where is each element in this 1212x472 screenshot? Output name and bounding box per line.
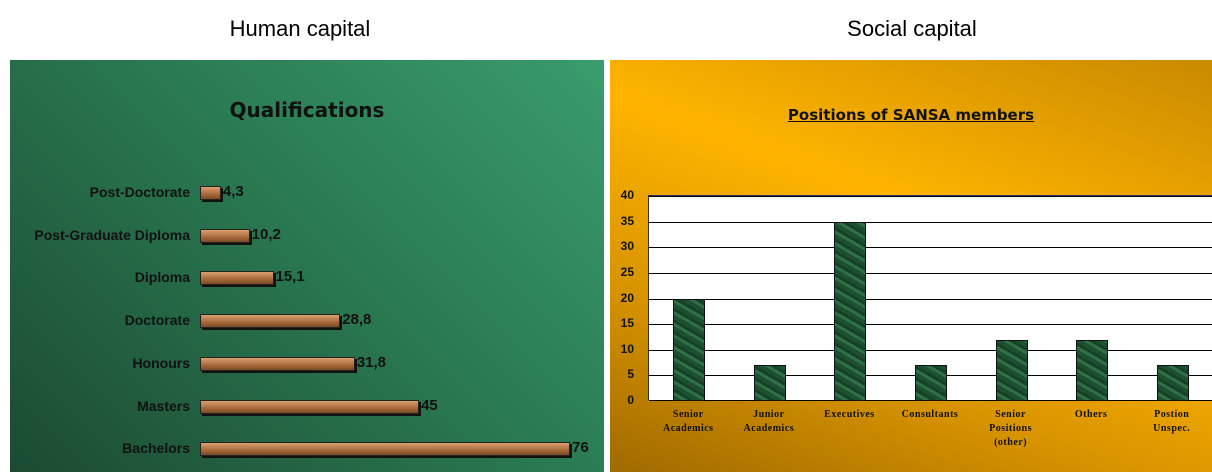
category-label: Diploma <box>134 269 190 286</box>
bar <box>1156 365 1189 401</box>
chart-title: Positions of SANSA members <box>787 106 1035 124</box>
bar <box>1076 339 1109 401</box>
category-label: Bachelors <box>122 440 190 457</box>
grid-line <box>649 324 1212 326</box>
bar <box>200 399 420 414</box>
grid-line <box>649 298 1212 300</box>
qualifications-chart: Qualifications Post-Doctorate 4,3 Post-Gra… <box>10 60 604 472</box>
x-tick-label: Consultants <box>901 409 959 420</box>
plot-area <box>648 195 1212 401</box>
x-tick-label: Senior Positions (other) <box>989 409 1032 448</box>
x-tick-label: Others <box>1074 409 1108 420</box>
panel-heading: Social capital <box>847 16 977 41</box>
bar <box>200 186 221 200</box>
y-tick-label: 20 <box>620 290 634 305</box>
value-label: 4,3 <box>222 183 244 200</box>
value-label: 15,1 <box>275 268 305 286</box>
y-tick-label: 10 <box>620 341 634 356</box>
bar <box>200 442 570 457</box>
panel-heading: Human capital <box>229 16 371 41</box>
grid-line <box>649 196 1212 197</box>
bar <box>200 228 250 243</box>
grid-line <box>649 221 1212 223</box>
category-label: Honours <box>132 354 190 371</box>
bar <box>915 365 947 401</box>
y-tick-label: 40 <box>620 188 634 202</box>
category-label: Doctorate <box>124 312 190 329</box>
category-label: Post-Doctorate <box>89 184 190 200</box>
y-tick-label: 35 <box>620 213 634 228</box>
value-label: 28,8 <box>342 311 372 329</box>
bar <box>200 314 341 329</box>
y-tick-label: 5 <box>627 367 634 382</box>
bar <box>834 221 867 401</box>
value-label: 10,2 <box>251 225 281 243</box>
category-label: Post-Graduate Diploma <box>34 226 190 243</box>
value-label: 31,8 <box>356 353 387 371</box>
grid-line <box>649 349 1212 351</box>
category-label: Masters <box>137 397 190 414</box>
value-label: 76 <box>572 439 589 457</box>
value-label: 45 <box>421 396 438 414</box>
y-tick-label: 0 <box>627 393 634 407</box>
x-tick-label: Junior Academics <box>743 409 795 434</box>
bar <box>995 339 1028 401</box>
y-tick-label: 15 <box>620 316 634 331</box>
chart-title: Qualifications <box>229 98 385 122</box>
bar <box>753 365 786 401</box>
bar <box>200 271 274 286</box>
y-tick-label: 30 <box>620 239 634 254</box>
bar <box>673 298 706 401</box>
grid-line <box>649 272 1212 274</box>
x-tick-label: Executives <box>824 409 875 420</box>
grid-line <box>649 247 1212 249</box>
positions-chart: Positions of SANSA members 0 5 10 15 20 25 30 3… <box>610 60 1212 472</box>
y-tick-label: 25 <box>620 264 634 279</box>
x-tick-label: Postion Unspec. <box>1153 409 1191 434</box>
bar <box>200 356 355 371</box>
x-tick-label: Senior Academics <box>662 409 714 434</box>
